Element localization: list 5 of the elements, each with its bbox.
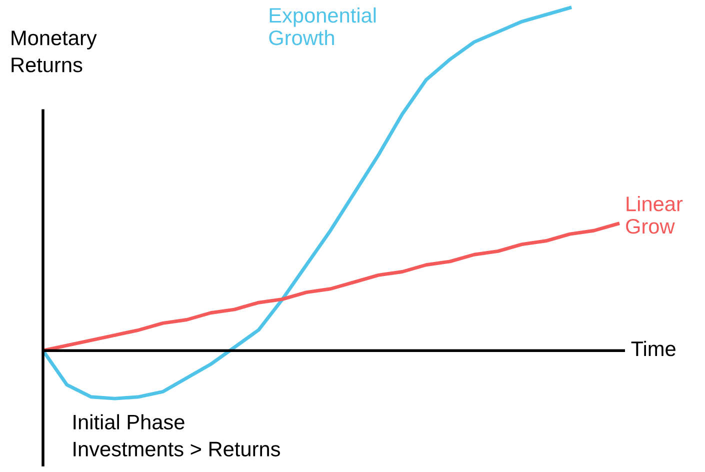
series-label: Linear Grow [626,196,683,234]
text: Initial Phase Investments > Returns [74,414,280,456]
text: Exponential Growth [269,7,376,46]
y-axis-title: Monetary Returns [12,30,97,72]
x-axis-title: Time [631,340,676,356]
